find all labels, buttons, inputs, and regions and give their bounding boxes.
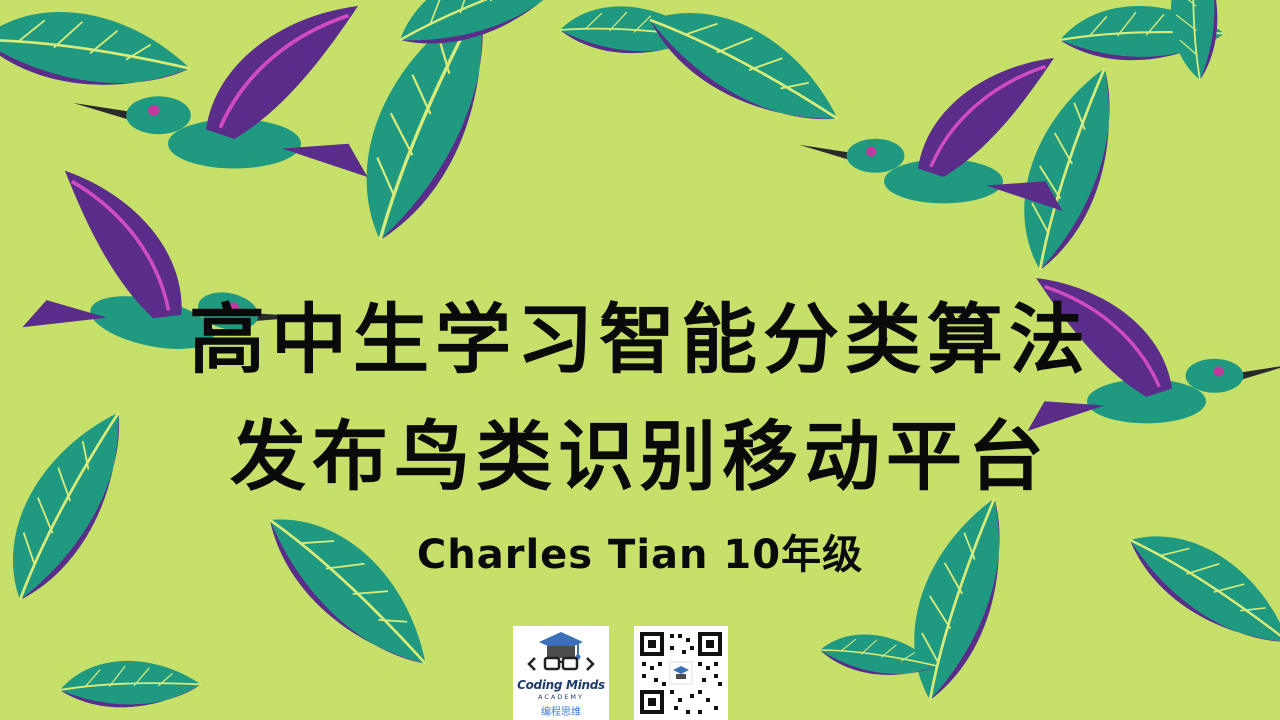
qr-code (634, 626, 728, 720)
author-line: Charles Tian 10年级 (416, 532, 864, 578)
logo-brand-text: Coding Minds (517, 678, 605, 692)
logo-sub-text: ACADEMY (537, 693, 584, 701)
slide-title-line-2: 发布鸟类识别移动平台 (230, 412, 1050, 501)
coding-minds-logo: Coding Minds ACADEMY 编程思维 (513, 626, 609, 720)
slide-title-line-1: 高中生学习智能分类算法 (189, 295, 1091, 384)
qr-code-icon (640, 632, 722, 714)
logo-chinese-text: 编程思维 (541, 707, 581, 718)
graduate-glasses-icon (527, 632, 595, 671)
